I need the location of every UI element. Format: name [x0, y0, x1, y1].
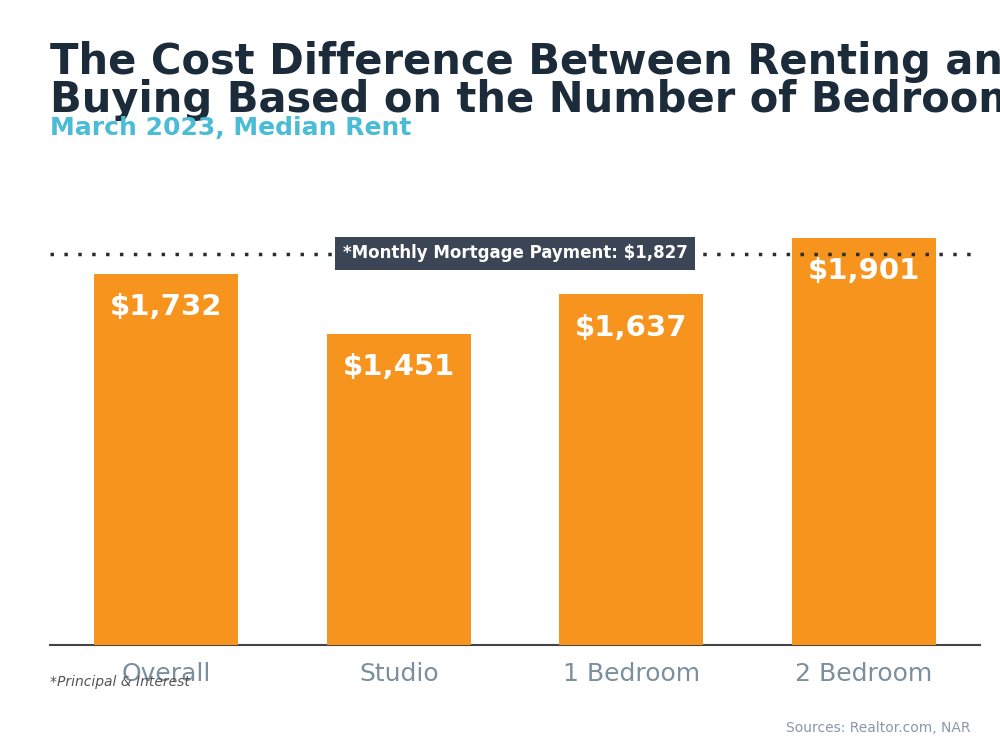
Text: The Cost Difference Between Renting and: The Cost Difference Between Renting and: [50, 41, 1000, 83]
Text: $1,732: $1,732: [110, 293, 222, 321]
Text: Buying Based on the Number of Bedrooms: Buying Based on the Number of Bedrooms: [50, 79, 1000, 121]
Bar: [559, 294, 703, 645]
Text: March 2023, Median Rent: March 2023, Median Rent: [50, 116, 411, 140]
Text: Sources: Realtor.com, NAR: Sources: Realtor.com, NAR: [786, 721, 970, 735]
Text: $1,451: $1,451: [343, 353, 455, 381]
Text: *Monthly Mortgage Payment: $1,827: *Monthly Mortgage Payment: $1,827: [343, 244, 687, 262]
Text: $1,637: $1,637: [575, 314, 688, 341]
Bar: [94, 274, 238, 645]
Bar: [792, 238, 936, 645]
Bar: [327, 334, 471, 645]
Text: *Principal & Interest: *Principal & Interest: [50, 675, 190, 689]
Text: $1,901: $1,901: [808, 257, 920, 285]
